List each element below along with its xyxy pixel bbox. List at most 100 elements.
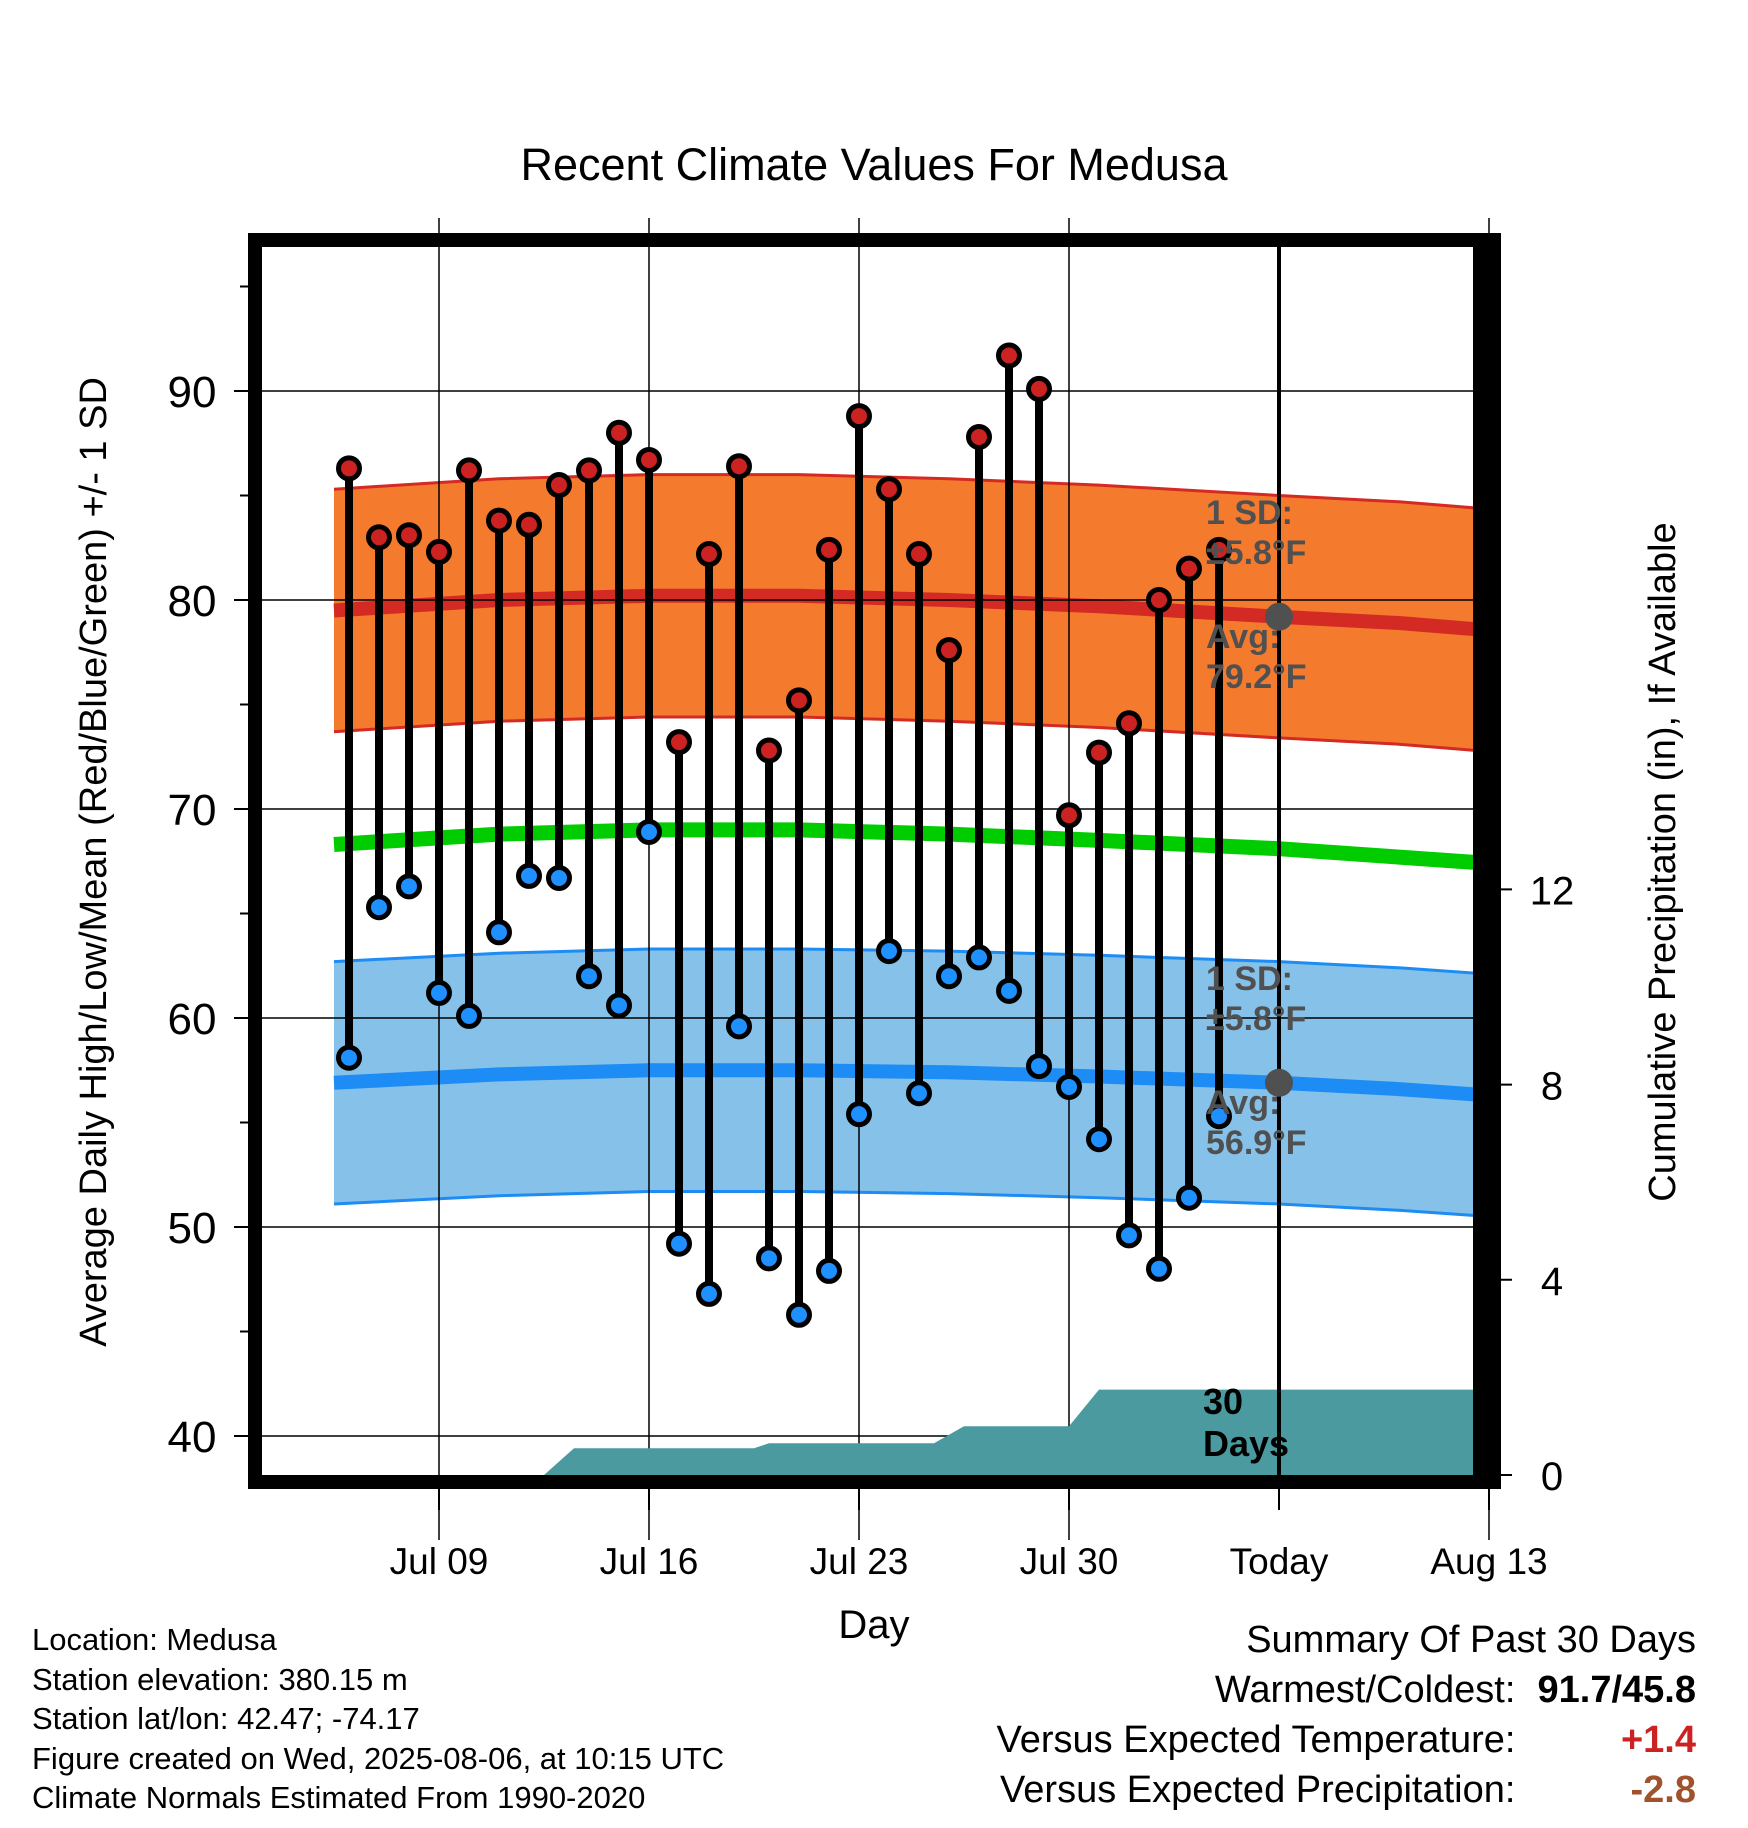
- y-axis-title: Average Daily High/Low/Mean (Red/Blue/Gr…: [73, 377, 115, 1347]
- daily-high-point: [966, 423, 992, 450]
- days-word: Days: [1203, 1423, 1289, 1464]
- low-avg-value: 56.9°F: [1206, 1124, 1307, 1162]
- daily-high-point: [396, 522, 422, 549]
- daily-low-point: [756, 1245, 782, 1272]
- daily-low-point: [966, 944, 992, 971]
- high-avg-value: 79.2°F: [1206, 658, 1307, 696]
- daily-low-point: [516, 862, 542, 889]
- daily-high-point: [1206, 536, 1232, 563]
- daily-high-point: [1086, 739, 1112, 766]
- precip-value: -2.8: [1630, 1769, 1696, 1811]
- daily-low-point: [1146, 1255, 1172, 1282]
- daily-high-point: [1056, 802, 1082, 829]
- daily-low-point: [606, 992, 632, 1019]
- daily-high-point: [1116, 710, 1142, 737]
- x-tick-label: Today: [1230, 1541, 1329, 1582]
- daily-low-point: [666, 1230, 692, 1257]
- daily-high-point: [366, 524, 392, 551]
- y-tick-label: 80: [168, 577, 217, 626]
- daily-low-point: [366, 894, 392, 921]
- daily-low-point: [1056, 1073, 1082, 1100]
- daily-high-point: [696, 541, 722, 568]
- x-tick-label: Jul 30: [1020, 1541, 1119, 1582]
- daily-low-point: [1206, 1103, 1232, 1130]
- daily-high-point: [456, 457, 482, 484]
- plot-border: [248, 233, 1501, 1489]
- summary-title: Summary Of Past 30 Days: [1246, 1619, 1696, 1661]
- x-axis-title: Day: [838, 1603, 909, 1647]
- daily-low-point: [486, 919, 512, 946]
- daily-low-point: [696, 1280, 722, 1307]
- precip-label: Versus Expected Precipitation:: [1000, 1769, 1516, 1811]
- daily-high-point: [546, 472, 572, 499]
- latlon-text: Station lat/lon: 42.47; -74.17: [32, 1701, 420, 1736]
- chart-title: Recent Climate Values For Medusa: [521, 139, 1229, 190]
- daily-low-point: [396, 873, 422, 900]
- temp-label: Versus Expected Temperature:: [996, 1719, 1516, 1761]
- daily-observations: [336, 342, 1232, 1328]
- daily-high-point: [606, 419, 632, 446]
- normals-text: Climate Normals Estimated From 1990-2020: [32, 1780, 646, 1815]
- x-tick-label: Jul 09: [390, 1541, 489, 1582]
- warm-cold-label: Warmest/Coldest:: [1214, 1669, 1516, 1711]
- daily-low-point: [816, 1257, 842, 1284]
- station-info: Location: Medusa Station elevation: 380.…: [32, 1620, 724, 1818]
- location-text: Location: Medusa: [32, 1622, 277, 1657]
- daily-low-point: [996, 977, 1022, 1004]
- daily-low-point: [426, 979, 452, 1006]
- y2-tick-label: 0: [1541, 1455, 1563, 1499]
- daily-low-point: [576, 963, 602, 990]
- daily-low-point: [336, 1044, 362, 1071]
- x-tick-label: Jul 23: [810, 1541, 909, 1582]
- daily-low-point: [846, 1101, 872, 1128]
- y-tick-label: 40: [168, 1413, 217, 1462]
- daily-high-point: [666, 729, 692, 756]
- daily-low-point: [726, 1013, 752, 1040]
- daily-high-point: [1176, 555, 1202, 582]
- daily-high-point: [576, 457, 602, 484]
- y-tick-label: 50: [168, 1204, 217, 1253]
- daily-high-point: [636, 446, 662, 473]
- summary-panel: Summary Of Past 30 Days Warmest/Coldest:…: [997, 1615, 1696, 1815]
- days-count: 30: [1203, 1381, 1243, 1422]
- daily-high-point: [726, 453, 752, 480]
- daily-high-point: [786, 687, 812, 714]
- daily-low-point: [636, 818, 662, 845]
- today-high-avg-marker: [1265, 602, 1293, 631]
- daily-low-point: [1086, 1126, 1112, 1153]
- y-tick-label: 70: [168, 786, 217, 835]
- daily-low-point: [1176, 1184, 1202, 1211]
- summary-warm-cold: Warmest/Coldest: 91.7/45.8: [997, 1665, 1696, 1715]
- created-text: Figure created on Wed, 2025-08-06, at 10…: [32, 1740, 725, 1776]
- daily-high-point: [906, 541, 932, 568]
- normal-bands: [333, 473, 1487, 1218]
- precipitation-area: [334, 1389, 1487, 1475]
- daily-low-point: [1026, 1053, 1052, 1080]
- daily-low-point: [906, 1080, 932, 1107]
- low-avg-label: Avg:: [1206, 1084, 1280, 1122]
- daily-low-point: [1116, 1222, 1142, 1249]
- daily-high-point: [336, 455, 362, 482]
- high-sd-value: ±5.8°F: [1206, 534, 1306, 572]
- daily-high-point: [756, 737, 782, 764]
- y-tick-label: 60: [168, 995, 217, 1044]
- y2-tick-label: 8: [1541, 1065, 1563, 1109]
- daily-high-point: [486, 507, 512, 534]
- daily-high-point: [846, 403, 872, 430]
- low-sd-label: 1 SD:: [1206, 960, 1293, 998]
- elevation-text: Station elevation: 380.15 m: [32, 1661, 408, 1697]
- daily-low-point: [456, 1002, 482, 1029]
- daily-high-point: [876, 476, 902, 503]
- daily-low-point: [786, 1301, 812, 1328]
- plot-frame: [248, 233, 1501, 1489]
- low-sd-lower-line: [333, 1190, 1487, 1218]
- summary-precip: Versus Expected Precipitation: -2.8: [997, 1765, 1696, 1815]
- high-sd-label: 1 SD:: [1206, 494, 1293, 532]
- daily-low-point: [936, 963, 962, 990]
- y2-tick-label: 4: [1541, 1260, 1563, 1304]
- daily-high-point: [996, 342, 1022, 369]
- y2-axis-title: Cumulative Precipitation (in), If Availa…: [1642, 522, 1684, 1201]
- axes: 40 50 60 70 80 90 0 4 8 12 Jul 09 Jul 16 Jul 23 Jul 3…: [73, 285, 1684, 1647]
